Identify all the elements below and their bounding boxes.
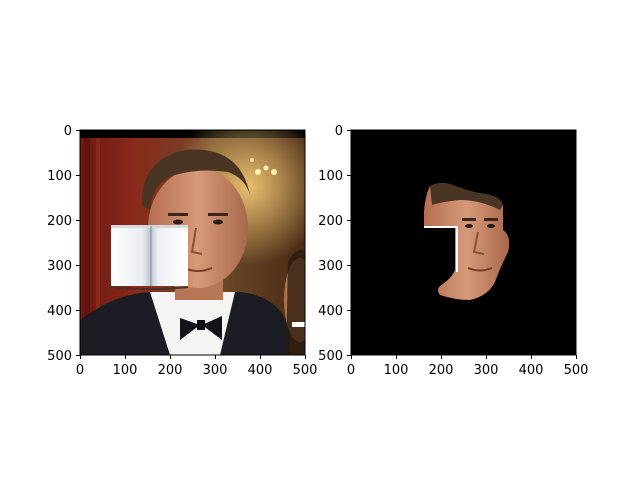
right-y-tick: 100: [318, 169, 343, 184]
left-photo: [80, 130, 305, 355]
right-y-tick: 400: [318, 304, 343, 319]
right-y-tick: 500: [318, 349, 343, 364]
left-x-tick: 300: [203, 363, 228, 378]
right-x-tick: 300: [474, 363, 499, 378]
right-x-tick: 0: [347, 363, 355, 378]
right-x-tick: 100: [384, 363, 409, 378]
right-y-axis: 0 100 200 300 400 500: [318, 124, 351, 364]
left-y-tick: 500: [47, 349, 72, 364]
left-y-tick: 200: [47, 214, 72, 229]
right-x-tick: 400: [519, 363, 544, 378]
right-x-tick: 500: [564, 363, 589, 378]
left-x-tick: 400: [248, 363, 273, 378]
book-occluder: [110, 225, 188, 290]
right-y-tick: 300: [318, 259, 343, 274]
face-segment: [424, 183, 510, 300]
left-y-tick: 0: [64, 124, 72, 139]
left-x-tick: 100: [113, 363, 138, 378]
left-y-tick: 400: [47, 304, 72, 319]
left-x-tick: 500: [293, 363, 318, 378]
right-x-axis: 0 100 200 300 400 500: [347, 355, 589, 378]
right-x-tick: 200: [429, 363, 454, 378]
right-panel: [350, 129, 577, 356]
left-x-tick: 0: [76, 363, 84, 378]
left-y-tick: 100: [47, 169, 72, 184]
left-y-tick: 300: [47, 259, 72, 274]
right-y-tick: 200: [318, 214, 343, 229]
left-x-tick: 200: [158, 363, 183, 378]
left-panel: [79, 129, 306, 356]
right-y-tick: 0: [335, 124, 343, 139]
left-y-axis: 0 100 200 300 400 500: [47, 124, 80, 364]
right-mask-image: [351, 130, 576, 355]
left-x-axis: 0 100 200 300 400 500: [76, 355, 318, 378]
